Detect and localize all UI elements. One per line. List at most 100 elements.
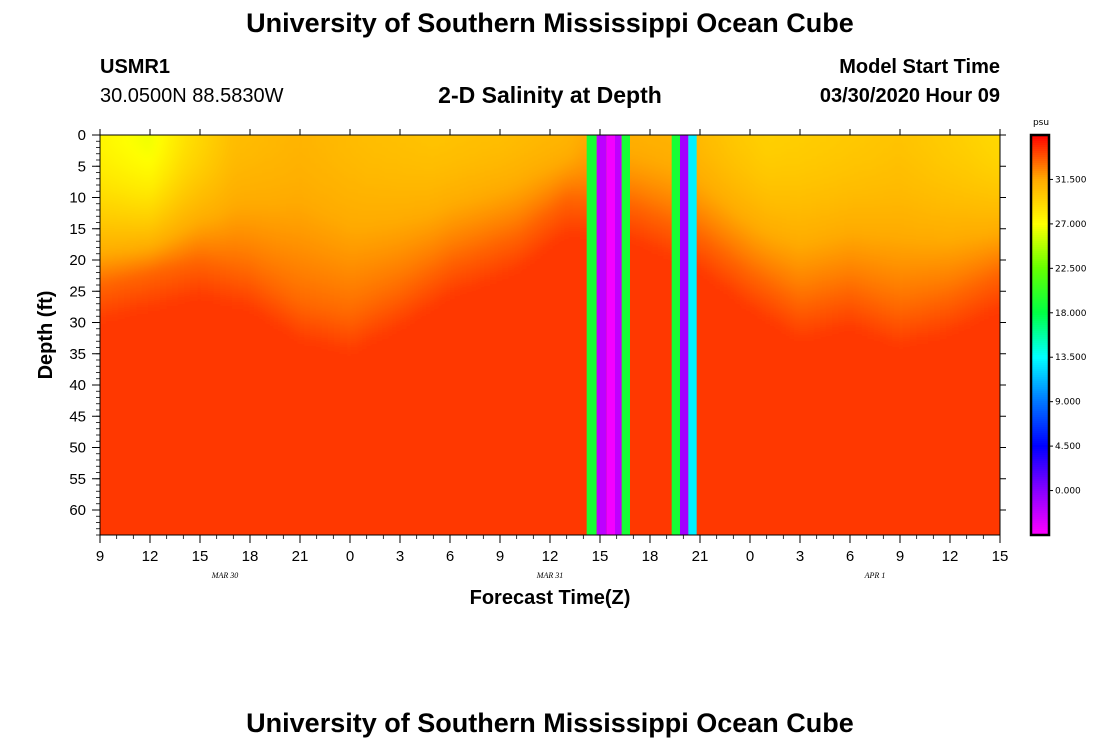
heatmap-cell xyxy=(436,278,443,284)
heatmap-cell xyxy=(250,428,257,434)
heatmap-cell xyxy=(106,488,113,494)
heatmap-cell xyxy=(400,493,407,499)
heatmap-cell xyxy=(298,503,305,509)
heatmap-cell xyxy=(148,353,155,359)
heatmap-cell xyxy=(226,408,233,414)
heatmap-cell xyxy=(142,453,149,459)
heatmap-cell xyxy=(244,408,251,414)
heatmap-cell xyxy=(334,278,341,284)
heatmap-cell xyxy=(382,238,389,244)
heatmap-cell xyxy=(304,468,311,474)
heatmap-cell xyxy=(316,258,323,264)
heatmap-cell xyxy=(100,403,107,409)
heatmap-cell xyxy=(256,158,263,164)
heatmap-cell xyxy=(130,398,137,404)
heatmap-cell xyxy=(226,303,233,309)
heatmap-cell xyxy=(214,273,221,279)
heatmap-cell xyxy=(148,413,155,419)
heatmap-cell xyxy=(244,518,251,524)
heatmap-cell xyxy=(184,293,191,299)
heatmap-cell xyxy=(136,148,143,154)
heatmap-cell xyxy=(316,283,323,289)
heatmap-cell xyxy=(352,493,359,499)
heatmap-cell xyxy=(238,168,245,174)
heatmap-cell xyxy=(214,383,221,389)
heatmap-cell xyxy=(88,503,95,509)
heatmap-cell xyxy=(322,428,329,434)
heatmap-cell xyxy=(190,508,197,514)
heatmap-cell xyxy=(310,243,317,249)
heatmap-cell xyxy=(424,148,431,154)
heatmap-cell xyxy=(154,273,161,279)
heatmap-cell xyxy=(286,408,293,414)
heatmap-cell xyxy=(328,288,335,294)
heatmap-cell xyxy=(430,238,437,244)
heatmap-cell xyxy=(100,428,107,434)
heatmap-cell xyxy=(184,253,191,259)
heatmap-cell xyxy=(232,403,239,409)
heatmap-cell xyxy=(166,423,173,429)
heatmap-cell xyxy=(412,283,419,289)
heatmap-cell xyxy=(112,308,119,314)
heatmap-cell xyxy=(154,423,161,429)
heatmap-cell xyxy=(382,488,389,494)
heatmap-cell xyxy=(124,438,131,444)
heatmap-cell xyxy=(388,483,395,489)
heatmap-cell xyxy=(250,308,257,314)
heatmap-cell xyxy=(190,188,197,194)
heatmap-cell xyxy=(370,533,377,535)
heatmap-cell xyxy=(334,528,341,534)
heatmap-cell xyxy=(262,228,269,234)
heatmap-cell xyxy=(226,278,233,284)
heatmap-cell xyxy=(316,433,323,439)
heatmap-cell xyxy=(88,368,95,374)
heatmap-cell xyxy=(352,138,359,144)
heatmap-cell xyxy=(154,498,161,504)
heatmap-cell xyxy=(376,448,383,454)
heatmap-cell xyxy=(370,163,377,169)
heatmap-cell xyxy=(208,238,215,244)
heatmap-cell xyxy=(148,508,155,514)
heatmap-cell xyxy=(250,188,257,194)
heatmap-cell xyxy=(364,498,371,504)
heatmap-cell xyxy=(430,458,437,464)
heatmap-cell xyxy=(298,353,305,359)
heatmap-cell xyxy=(220,388,227,394)
heatmap-cell xyxy=(280,253,287,259)
heatmap-cell xyxy=(100,138,107,144)
heatmap-cell xyxy=(346,318,353,324)
heatmap-cell xyxy=(316,348,323,354)
heatmap-cell xyxy=(154,188,161,194)
heatmap-cell xyxy=(358,408,365,414)
heatmap-cell xyxy=(370,203,377,209)
heatmap-cell xyxy=(328,358,335,364)
heatmap-cell xyxy=(340,143,347,149)
heatmap-cell xyxy=(340,278,347,284)
heatmap-cell xyxy=(280,333,287,339)
heatmap-cell xyxy=(310,178,317,184)
heatmap-cell xyxy=(196,333,203,339)
heatmap-cell xyxy=(292,358,299,364)
heatmap-cell xyxy=(412,293,419,299)
heatmap-cell xyxy=(298,308,305,314)
heatmap-cell xyxy=(184,223,191,229)
heatmap-cell xyxy=(226,513,233,519)
heatmap-cell xyxy=(172,228,179,234)
heatmap-cell xyxy=(226,543,233,549)
heatmap-cell xyxy=(184,343,191,349)
heatmap-cell xyxy=(370,248,377,254)
heatmap-cell xyxy=(160,135,167,139)
heatmap-plot-area xyxy=(88,135,1000,549)
heatmap-cell xyxy=(130,418,137,424)
heatmap-cell xyxy=(148,533,155,535)
heatmap-cell xyxy=(322,453,329,459)
heatmap-cell xyxy=(172,478,179,484)
heatmap-cell xyxy=(370,198,377,204)
heatmap-cell xyxy=(316,453,323,459)
heatmap-cell xyxy=(208,383,215,389)
heatmap-cell xyxy=(298,263,305,269)
heatmap-cell xyxy=(160,288,167,294)
heatmap-cell xyxy=(250,378,257,384)
heatmap-cell xyxy=(292,398,299,404)
heatmap-cell xyxy=(286,173,293,179)
